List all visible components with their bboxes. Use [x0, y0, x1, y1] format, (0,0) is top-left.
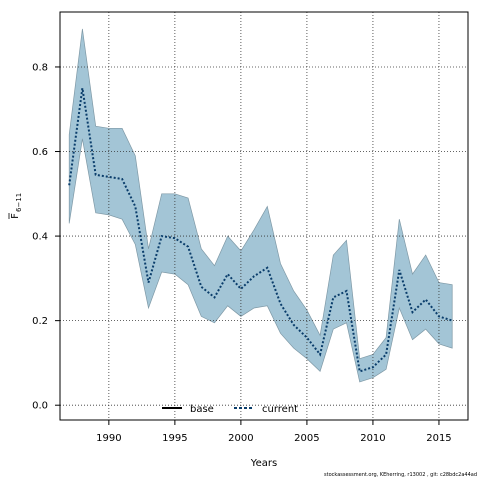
legend-label-base: base: [190, 404, 214, 415]
y-tick-label: 0.6: [32, 147, 48, 158]
legend: base current: [162, 404, 298, 415]
series-line-current: [68, 87, 453, 373]
plot-frame: [59, 11, 469, 421]
confidence-band-layer: [68, 28, 453, 383]
y-tick-label: 0.2: [32, 316, 48, 327]
footer-credit: stockassessment.org, KEherring, r13002 ,…: [324, 472, 477, 478]
y-axis-label-sub: 6−11: [15, 193, 23, 212]
y-axis-label: F 6−11: [8, 193, 23, 219]
x-tick-label: 1995: [162, 433, 187, 444]
series-line-layer: [68, 87, 453, 373]
axis-ticks: 1990 1995 2000 2005 2010 2015 0.0 0.2 0.4 0.6 0.8: [32, 62, 452, 444]
x-tick-label: 1990: [96, 433, 121, 444]
x-tick-label: 2010: [360, 433, 385, 444]
legend-label-current: current: [262, 404, 298, 415]
y-tick-label: 0.8: [32, 62, 48, 73]
x-tick-label: 2005: [294, 433, 319, 444]
x-axis-label: Years: [250, 458, 277, 469]
confidence-band: [68, 28, 453, 383]
y-axis-label-main: F: [10, 213, 21, 219]
y-tick-label: 0.0: [32, 401, 48, 412]
x-tick-label: 2015: [426, 433, 451, 444]
grid-layer: [60, 12, 468, 420]
y-tick-label: 0.4: [32, 232, 48, 243]
x-tick-label: 2000: [228, 433, 253, 444]
